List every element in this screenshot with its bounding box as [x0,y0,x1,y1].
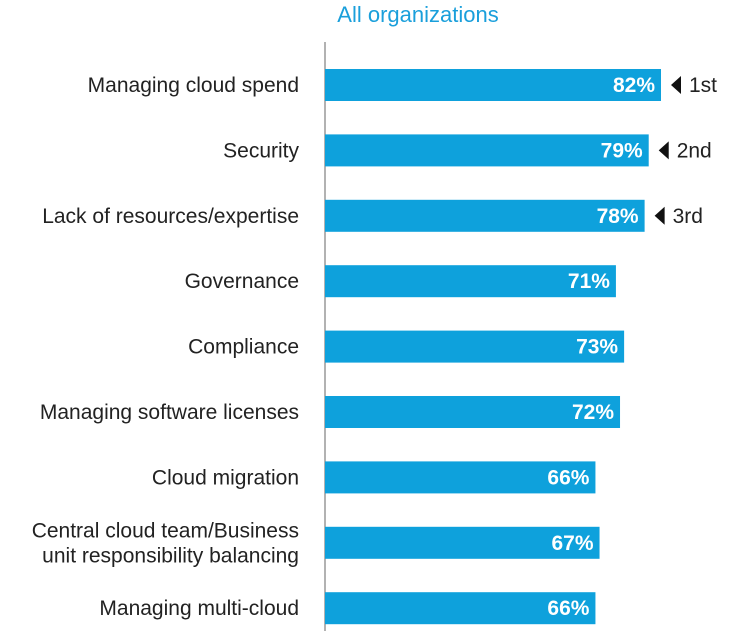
category-label: Managing multi-cloud [99,597,299,620]
rank-label: 3rd [673,205,703,228]
category-label: Cloud migration [152,466,299,489]
bar-value-label: 73% [576,336,618,359]
bar [325,526,600,559]
rank-label: 2nd [677,139,712,162]
bar [325,592,596,625]
category-label: Governance [185,270,299,293]
bar-value-label: 82% [613,74,655,97]
category-label: Central cloud team/Business unit responsi… [32,519,299,567]
category-label: Compliance [188,336,299,359]
rank-marker-icon [658,141,669,160]
category-label: Managing software licenses [40,401,299,424]
chart-title: All organizations [337,2,498,27]
bar [325,265,616,298]
category-label: Managing cloud spend [88,74,299,97]
category-label: Security [223,139,299,162]
bar-value-label: 67% [552,532,594,555]
bar-value-label: 66% [547,466,589,489]
category-label: Lack of resources/expertise [42,205,299,228]
bars-layer: 82% Managing cloud spend 1st 79% Security 2nd… [32,69,717,625]
rank-marker-icon [671,76,681,94]
bar [325,330,625,363]
bar-value-label: 71% [568,270,610,293]
bar-value-label: 79% [601,139,643,162]
bar-value-label: 72% [572,401,614,424]
rank-marker-icon [654,206,665,225]
bar [325,134,649,167]
rank-label: 1st [689,74,717,97]
bar [325,69,661,101]
bar [325,461,596,494]
bar-value-label: 78% [597,205,639,228]
bar [325,396,621,428]
bar-value-label: 66% [547,597,589,620]
bar [325,199,645,232]
